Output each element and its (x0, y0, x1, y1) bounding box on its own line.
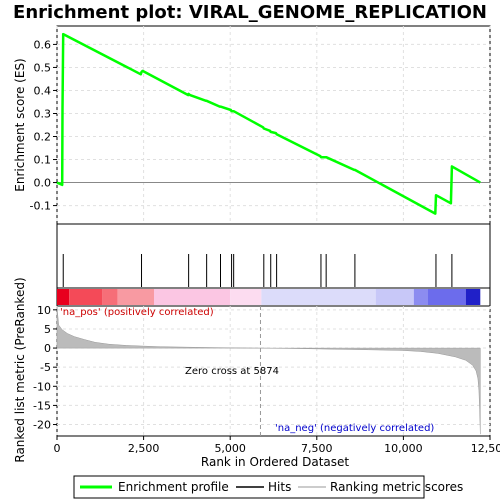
x-tick-label: 5,000 (214, 442, 246, 455)
es-y-axis-label: Enrichment score (ES) (13, 58, 27, 191)
legend-metric-label: Ranking metric scores (330, 480, 463, 494)
metric-tick-label: 0 (44, 342, 51, 355)
es-tick-label: -0.1 (30, 200, 51, 213)
x-tick-label: 12,500 (471, 442, 500, 455)
ranking-metric-area (56, 306, 481, 435)
zero-cross-label: Zero cross at 5874 (185, 366, 279, 377)
metric-tick-label: -5 (40, 361, 51, 374)
es-tick-label: 0.4 (34, 84, 52, 97)
es-panel: -0.1 0.0 0.1 0.2 0.3 0.4 0.5 0.6 (30, 25, 491, 225)
heatmap-band (375, 289, 414, 305)
es-tick-label: 0.2 (34, 131, 52, 144)
metric-tick-label: 5 (44, 323, 51, 336)
x-tick-label: 7,500 (301, 442, 333, 455)
es-tick-label: 0.1 (34, 154, 52, 167)
metric-y-axis-label: Ranked list metric (PreRanked) (13, 277, 27, 462)
heatmap-band (117, 289, 154, 305)
metric-tick-label: -15 (33, 399, 51, 412)
metric-tick-label: -10 (33, 380, 51, 393)
hits-panel (56, 223, 491, 289)
heatmap-band (102, 289, 118, 305)
neg-correlated-label: 'na_neg' (negatively correlated) (275, 423, 434, 434)
heatmap-band (153, 289, 231, 305)
pos-correlated-label: 'na_pos' (positively correlated) (60, 307, 214, 318)
heatmap-band (465, 289, 481, 305)
legend-enrichment-label: Enrichment profile (118, 480, 229, 494)
metric-tick-label: -20 (33, 419, 51, 432)
legend: Enrichment profile Hits Ranking metric s… (73, 475, 463, 499)
heatmap-band (69, 289, 103, 305)
heatmap-band (57, 289, 70, 305)
x-tick-label: 0 (54, 442, 61, 455)
metric-panel: -20 -15 -10 -5 0 5 10 'na_pos' (positively cor… (33, 304, 491, 437)
legend-hits-label: Hits (268, 480, 291, 494)
heatmap-band (427, 289, 466, 305)
es-tick-label: 0.5 (34, 61, 52, 74)
heatmap-band (261, 289, 376, 305)
enrichment-profile-line (56, 32, 481, 215)
x-tick-label: 10,000 (384, 442, 423, 455)
metric-tick-label: 10 (37, 304, 51, 317)
x-tick-label: 2,500 (128, 442, 160, 455)
x-axis-label: Rank in Ordered Dataset (201, 455, 349, 469)
es-tick-label: 0.3 (34, 107, 52, 120)
heatmap-panel (56, 287, 491, 307)
es-tick-label: 0.0 (34, 177, 52, 190)
heatmap-band (413, 289, 428, 305)
es-tick-label: 0.6 (34, 38, 52, 51)
chart-title: Enrichment plot: VIRAL_GENOME_REPLICATIO… (13, 2, 487, 23)
heatmap-band (230, 289, 262, 305)
